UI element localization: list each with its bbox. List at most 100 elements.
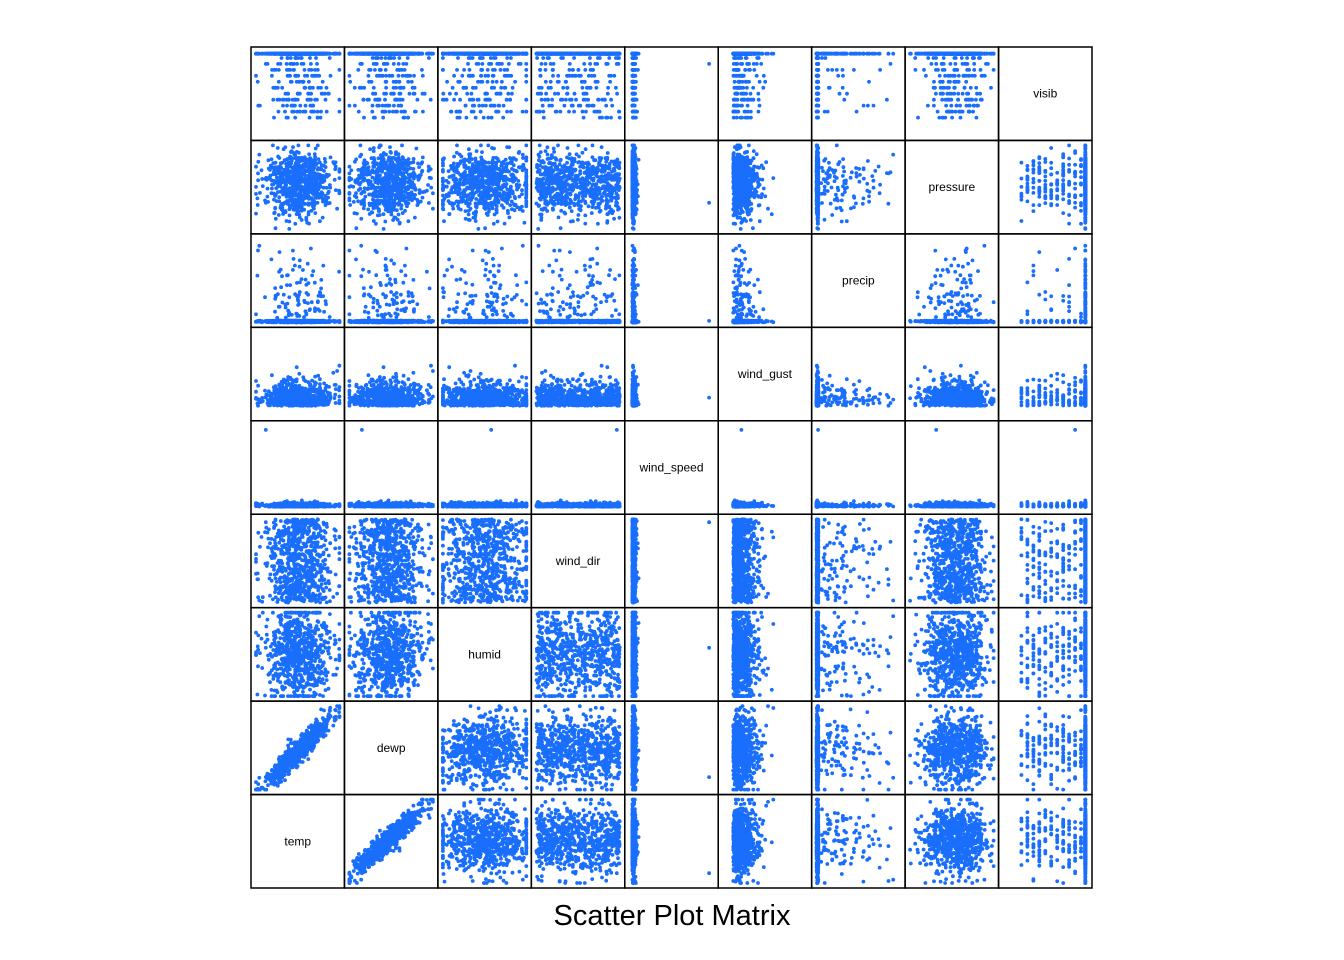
data-point: [266, 52, 270, 56]
data-point: [578, 104, 582, 108]
data-point: [375, 52, 379, 56]
data-point: [503, 86, 507, 90]
data-point: [583, 68, 587, 72]
data-point: [293, 56, 297, 60]
data-point: [383, 110, 387, 114]
data-point: [571, 68, 575, 72]
data-point: [445, 80, 449, 84]
data-point: [295, 110, 299, 114]
data-point: [482, 116, 486, 120]
data-point: [303, 74, 307, 78]
data-point: [536, 110, 540, 114]
data-point: [582, 62, 586, 66]
data-point: [309, 62, 313, 66]
data-point: [595, 86, 599, 90]
data-point: [556, 80, 560, 84]
data-point: [598, 110, 602, 114]
data-point: [286, 56, 290, 60]
data-point: [270, 68, 274, 72]
data-point: [493, 52, 497, 56]
data-point: [276, 98, 280, 102]
data-point: [559, 110, 563, 114]
data-point: [372, 86, 376, 90]
data-point: [321, 80, 325, 84]
data-point: [416, 98, 420, 102]
data-point: [395, 110, 399, 114]
panel-points: [441, 52, 528, 120]
data-point: [313, 74, 317, 78]
data-point: [540, 98, 544, 102]
data-point: [410, 80, 414, 84]
data-point: [544, 80, 548, 84]
data-point: [556, 92, 560, 96]
data-point: [499, 86, 503, 90]
data-point: [451, 86, 455, 90]
data-point: [572, 56, 576, 60]
data-point: [309, 86, 313, 90]
data-point: [296, 92, 300, 96]
data-point: [357, 110, 361, 114]
data-point: [413, 110, 417, 114]
data-point: [256, 80, 260, 84]
data-point: [348, 52, 352, 56]
data-point: [369, 68, 373, 72]
data-point: [307, 68, 311, 72]
data-point: [485, 52, 489, 56]
data-point: [361, 98, 365, 102]
data-point: [411, 86, 415, 90]
data-point: [405, 62, 409, 66]
data-point: [505, 110, 509, 114]
data-point: [429, 52, 433, 56]
data-point: [286, 74, 290, 78]
data-point: [409, 52, 413, 56]
data-point: [441, 56, 445, 60]
data-point: [477, 104, 481, 108]
data-point: [462, 68, 466, 72]
data-point: [308, 56, 312, 60]
data-point: [406, 56, 410, 60]
data-point: [316, 110, 320, 114]
data-point: [324, 52, 328, 56]
data-point: [600, 116, 604, 120]
data-point: [427, 56, 431, 60]
data-point: [371, 104, 375, 108]
data-point: [311, 52, 315, 56]
data-point: [607, 74, 611, 78]
data-point: [479, 110, 483, 114]
data-point: [291, 62, 295, 66]
data-point: [292, 104, 296, 108]
data-point: [327, 92, 331, 96]
data-point: [402, 52, 406, 56]
data-point: [307, 92, 311, 96]
data-point: [472, 52, 476, 56]
data-point: [606, 62, 610, 66]
data-point: [302, 80, 306, 84]
data-point: [256, 104, 260, 108]
data-point: [321, 92, 325, 96]
data-point: [467, 74, 471, 78]
data-point: [483, 98, 487, 102]
data-point: [490, 116, 494, 120]
data-point: [541, 56, 545, 60]
data-point: [264, 62, 268, 66]
data-point: [406, 116, 410, 120]
data-point: [479, 68, 483, 72]
data-point: [304, 104, 308, 108]
data-point: [303, 68, 307, 72]
data-point: [395, 68, 399, 72]
data-point: [495, 62, 499, 66]
data-point: [412, 74, 416, 78]
data-point: [277, 80, 281, 84]
data-point: [271, 98, 275, 102]
data-point: [420, 52, 424, 56]
data-point: [456, 116, 460, 120]
data-point: [500, 80, 504, 84]
data-point: [285, 116, 289, 120]
data-point: [601, 98, 605, 102]
data-point: [280, 56, 284, 60]
data-point: [455, 68, 459, 72]
data-point: [507, 62, 511, 66]
data-point: [348, 104, 352, 108]
data-point: [505, 56, 509, 60]
data-point: [398, 86, 402, 90]
